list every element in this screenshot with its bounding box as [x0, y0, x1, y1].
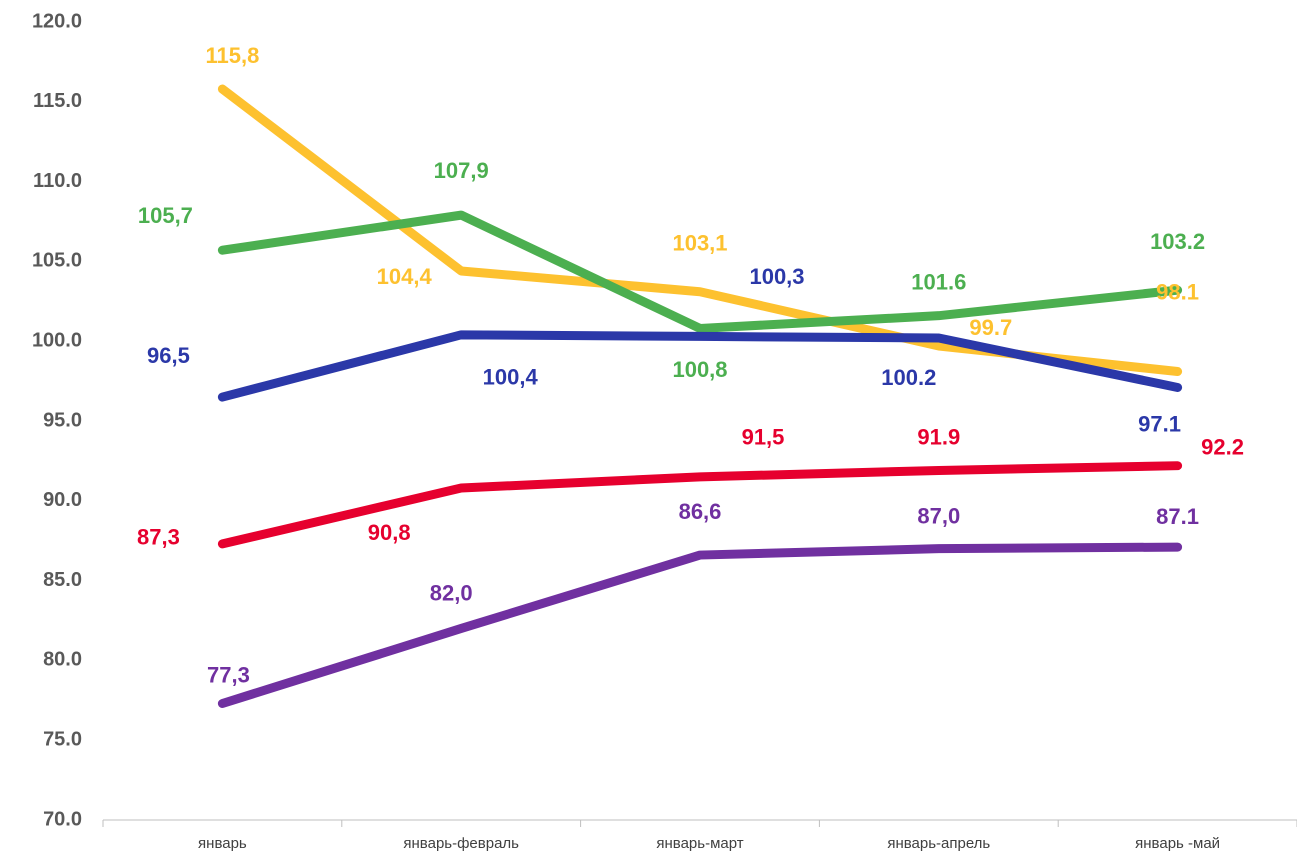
y-tick-label: 105.0: [32, 250, 82, 272]
data-label: 100,4: [483, 365, 539, 390]
data-label: 91.9: [917, 424, 960, 449]
data-label: 97.1: [1138, 411, 1181, 436]
data-label: 90,8: [368, 520, 411, 545]
y-tick-label: 120.0: [32, 10, 82, 32]
data-label: 100,8: [672, 357, 727, 382]
y-tick-label: 95.0: [43, 409, 82, 431]
data-label: 115,8: [205, 43, 259, 68]
data-label: 107,9: [434, 158, 489, 183]
x-tick-label: январь: [198, 835, 247, 852]
data-label: 91,5: [742, 425, 785, 450]
data-label: 101.6: [911, 269, 966, 294]
line: [217, 542, 1183, 708]
line: [217, 461, 1183, 549]
x-tick-label: январь -май: [1135, 835, 1220, 852]
x-tick-label: январь-февраль: [403, 835, 519, 852]
data-label: 77,3: [207, 662, 250, 687]
x-tick-label: январь-апрель: [887, 835, 990, 852]
data-label: 99.7: [969, 315, 1012, 340]
y-tick-label: 110.0: [33, 170, 82, 192]
y-tick-label: 70.0: [43, 808, 82, 830]
data-label: 100.2: [881, 365, 936, 390]
data-label: 87,0: [917, 503, 960, 528]
data-label: 96,5: [147, 343, 190, 368]
y-tick-label: 100.0: [32, 329, 82, 351]
line: [217, 330, 1183, 402]
data-label: 104,4: [377, 264, 433, 289]
data-label: 86,6: [679, 499, 722, 524]
x-tick-label: январь-март: [656, 835, 743, 852]
data-label: 87,3: [137, 525, 180, 550]
line: [217, 210, 1183, 333]
y-tick-label: 85.0: [43, 569, 82, 591]
y-tick-label: 80.0: [43, 649, 82, 671]
data-label: 92.2: [1201, 435, 1244, 460]
data-label: 105,7: [138, 203, 193, 228]
y-tick-label: 75.0: [43, 728, 82, 750]
data-label: 103,1: [672, 231, 727, 256]
data-label: 87.1: [1156, 504, 1199, 529]
data-label: 98.1: [1156, 279, 1199, 304]
y-tick-label: 90.0: [43, 489, 82, 511]
data-label: 82,0: [430, 580, 473, 605]
data-label: 100,3: [749, 264, 804, 289]
y-tick-label: 115.0: [33, 90, 82, 112]
data-label: 103.2: [1150, 229, 1205, 254]
